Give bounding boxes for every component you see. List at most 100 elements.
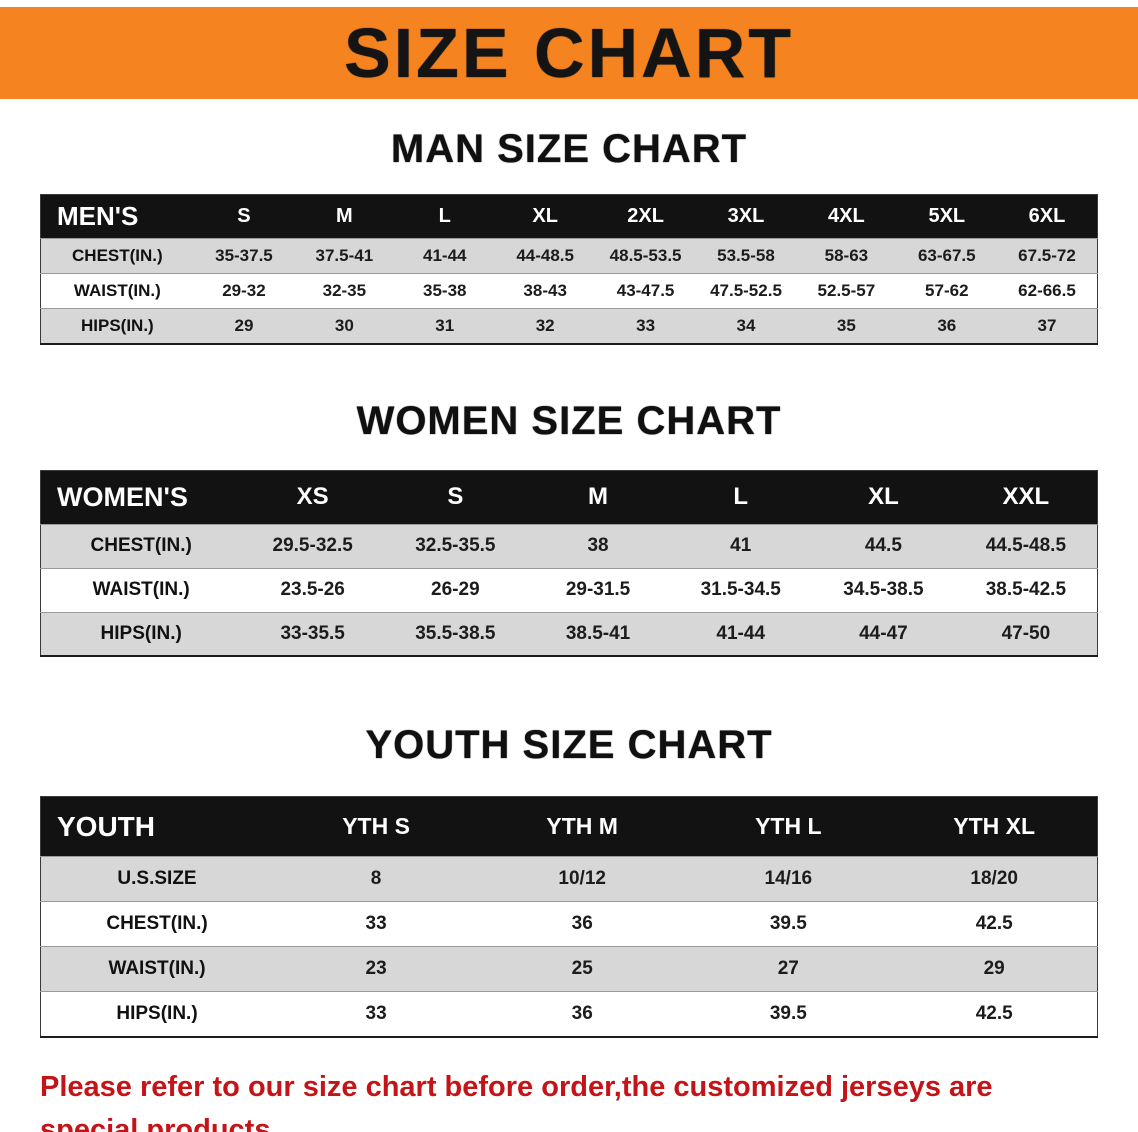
value-cell: 39.5 xyxy=(769,913,807,934)
table-header-row: YOUTH YTH S YTH M YTH L YTH XL xyxy=(40,796,1098,857)
value-cell: 34.5-38.5 xyxy=(843,579,924,600)
value-cell: 44.5-48.5 xyxy=(985,535,1067,556)
value-cell: 63-67.5 xyxy=(917,246,976,265)
value-cell: 26-29 xyxy=(431,579,480,600)
youth-table-wrap: YOUTH YTH S YTH M YTH L YTH XL U.S.SIZE 8 10/12… xyxy=(40,796,1098,1038)
value-cell: 35-37.5 xyxy=(215,246,273,265)
value-cell: 29 xyxy=(983,958,1005,979)
size-chart-banner: SIZE CHART xyxy=(0,7,1138,99)
row-label: HIPS(IN.) xyxy=(116,1002,198,1024)
column-header: XXL xyxy=(954,470,1098,524)
men-size-table: MEN'S S M L XL 2XL 3XL 4XL 5XL 6XL CHEST(IN.) 35-37… xyxy=(40,194,1098,345)
value-cell: 8 xyxy=(370,868,382,889)
men-table-wrap: MEN'S S M L XL 2XL 3XL 4XL 5XL 6XL CHEST(IN.) 35-37… xyxy=(40,194,1098,345)
value-cell: 29-32 xyxy=(222,281,266,300)
value-cell: 31 xyxy=(435,315,455,335)
men-section-heading: MAN SIZE CHART xyxy=(390,127,748,171)
column-header: L xyxy=(394,194,495,239)
table-header-row: MEN'S S M L XL 2XL 3XL 4XL 5XL 6XL xyxy=(40,194,1098,239)
value-cell: 35 xyxy=(836,315,856,335)
column-header: 5XL xyxy=(896,194,997,239)
value-cell: 44-48.5 xyxy=(516,246,574,265)
row-label: CHEST(IN.) xyxy=(72,246,163,265)
value-cell: 67.5-72 xyxy=(1018,246,1076,265)
value-cell: 44.5 xyxy=(864,535,902,556)
value-cell: 27 xyxy=(777,958,799,979)
table-header-row: WOMEN'S XS S M L XL XXL xyxy=(40,470,1098,524)
value-cell: 36 xyxy=(571,1002,593,1024)
column-header: YTH M xyxy=(479,796,686,857)
table-row: CHEST(IN.) 33 36 39.5 42.5 xyxy=(40,901,1098,947)
value-cell: 38 xyxy=(587,535,609,556)
value-cell: 43-47.5 xyxy=(616,281,675,300)
women-section-heading: WOMEN SIZE CHART xyxy=(356,398,782,443)
value-cell: 23.5-26 xyxy=(280,579,345,600)
value-cell: 36 xyxy=(571,913,593,934)
column-header: S xyxy=(193,194,295,239)
value-cell: 33 xyxy=(365,1002,387,1024)
value-cell: 32.5-35.5 xyxy=(415,535,496,556)
value-cell: 25 xyxy=(571,958,593,979)
value-cell: 41-44 xyxy=(716,622,766,644)
value-cell: 35.5-38.5 xyxy=(415,622,496,644)
column-header: XL xyxy=(494,194,596,239)
value-cell: 37.5-41 xyxy=(315,246,374,265)
table-row: HIPS(IN.) 29 30 31 32 33 34 35 36 37 xyxy=(40,308,1098,344)
column-header: L xyxy=(669,470,813,524)
row-label: CHEST(IN.) xyxy=(106,913,208,934)
column-header: YTH L xyxy=(685,796,892,857)
row-label: U.S.SIZE xyxy=(117,868,197,889)
value-cell: 33 xyxy=(636,315,656,335)
value-cell: 29 xyxy=(234,315,254,335)
row-label: WAIST(IN.) xyxy=(92,579,190,600)
column-header: XL xyxy=(812,470,955,524)
column-header: XS xyxy=(241,470,385,524)
value-cell: 32-35 xyxy=(322,281,367,300)
table-row: CHEST(IN.) 35-37.5 37.5-41 41-44 44-48.5 48.5… xyxy=(40,238,1098,274)
value-cell: 31.5-34.5 xyxy=(700,579,781,600)
row-label: HIPS(IN.) xyxy=(81,315,154,335)
row-label: WAIST(IN.) xyxy=(73,281,161,300)
table-title-cell: YOUTH xyxy=(40,796,274,857)
value-cell: 44-47 xyxy=(859,622,908,644)
value-cell: 23 xyxy=(365,958,387,979)
youth-section-heading: YOUTH SIZE CHART xyxy=(365,723,773,767)
column-header: 6XL xyxy=(997,194,1098,239)
value-cell: 39.5 xyxy=(769,1002,807,1024)
value-cell: 42.5 xyxy=(975,1002,1013,1024)
value-cell: 32 xyxy=(535,315,555,335)
table-row: HIPS(IN.) 33-35.5 35.5-38.5 38.5-41 41-44 44-… xyxy=(40,612,1098,656)
column-header: M xyxy=(294,194,395,239)
value-cell: 41-44 xyxy=(423,246,467,265)
value-cell: 38.5-42.5 xyxy=(985,579,1067,600)
table-title-cell: WOMEN'S xyxy=(40,470,242,524)
column-header: YTH S xyxy=(273,796,480,857)
column-header: YTH XL xyxy=(891,796,1098,857)
value-cell: 52.5-57 xyxy=(817,281,876,300)
value-cell: 29.5-32.5 xyxy=(272,535,353,556)
column-header: 3XL xyxy=(695,194,797,239)
table-title-cell: MEN'S xyxy=(40,194,194,239)
value-cell: 47.5-52.5 xyxy=(710,281,782,300)
column-header: 4XL xyxy=(796,194,897,239)
value-cell: 29-31.5 xyxy=(565,579,631,600)
value-cell: 10/12 xyxy=(558,868,606,889)
value-cell: 37 xyxy=(1037,315,1057,335)
value-cell: 58-63 xyxy=(824,246,869,265)
value-cell: 33-35.5 xyxy=(280,622,345,644)
row-label: HIPS(IN.) xyxy=(100,622,182,644)
section-women: WOMEN SIZE CHART WOMEN'S XS S M L XL XXL CHEST(… xyxy=(0,398,1138,657)
value-cell: 42.5 xyxy=(975,913,1013,934)
value-cell: 18/20 xyxy=(970,868,1018,889)
column-header: 2XL xyxy=(595,194,696,239)
women-size-table: WOMEN'S XS S M L XL XXL CHEST(IN.) 29.5-32.5 32.5… xyxy=(40,469,1098,657)
table-row: HIPS(IN.) 33 36 39.5 42.5 xyxy=(40,991,1098,1037)
footer-disclaimer: Please refer to our size chart before or… xyxy=(40,1066,1098,1132)
banner-title: SIZE CHART xyxy=(344,14,794,92)
table-row: U.S.SIZE 8 10/12 14/16 18/20 xyxy=(40,856,1098,902)
women-table-wrap: WOMEN'S XS S M L XL XXL CHEST(IN.) 29.5-32.5 32.5… xyxy=(40,469,1098,657)
value-cell: 14/16 xyxy=(764,868,813,889)
column-header: S xyxy=(384,470,527,524)
value-cell: 35-38 xyxy=(423,281,467,300)
value-cell: 53.5-58 xyxy=(717,246,775,265)
